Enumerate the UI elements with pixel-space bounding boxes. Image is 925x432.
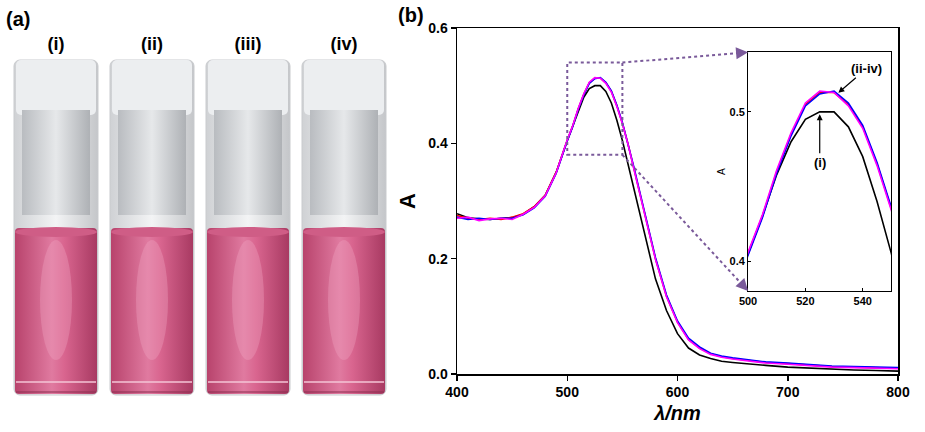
- svg-text:(ii): (ii): [141, 34, 163, 54]
- svg-text:800: 800: [886, 384, 910, 400]
- svg-text:0.0: 0.0: [428, 366, 448, 382]
- svg-text:400: 400: [445, 384, 469, 400]
- svg-text:0.2: 0.2: [428, 251, 448, 267]
- svg-text:(a): (a): [6, 8, 30, 30]
- svg-text:λ/nm: λ/nm: [653, 402, 701, 424]
- svg-text:600: 600: [666, 384, 690, 400]
- svg-text:700: 700: [776, 384, 800, 400]
- svg-text:(b): (b): [398, 4, 424, 26]
- svg-text:0.5: 0.5: [730, 106, 745, 118]
- svg-text:A: A: [395, 193, 420, 209]
- svg-text:520: 520: [796, 295, 814, 307]
- svg-text:(i): (i): [814, 155, 826, 170]
- svg-text:0.4: 0.4: [730, 255, 746, 267]
- svg-text:(ii-iv): (ii-iv): [851, 61, 882, 76]
- svg-text:A: A: [716, 168, 727, 175]
- svg-text:(iii): (iii): [235, 34, 262, 54]
- svg-text:500: 500: [556, 384, 580, 400]
- svg-text:0.4: 0.4: [428, 135, 448, 151]
- svg-text:540: 540: [854, 295, 872, 307]
- svg-text:(i): (i): [48, 34, 65, 54]
- svg-text:(iv): (iv): [331, 34, 358, 54]
- svg-text:0.6: 0.6: [428, 20, 448, 36]
- svg-text:500: 500: [739, 295, 757, 307]
